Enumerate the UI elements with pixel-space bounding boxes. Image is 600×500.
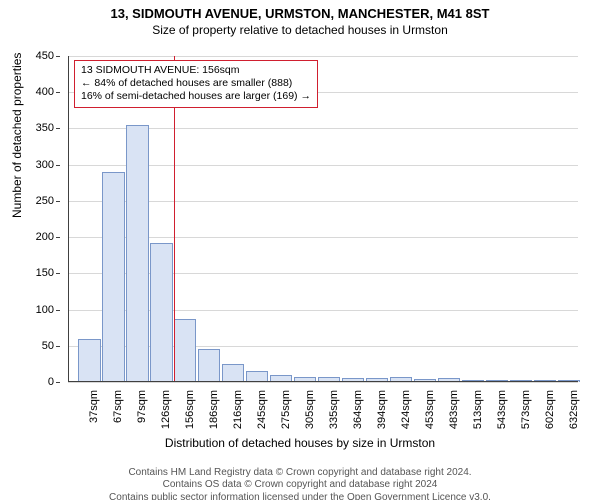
y-tick-label: 300 <box>36 159 60 171</box>
y-ticks: 050100150200250300350400450 <box>0 56 64 382</box>
y-tick-label: 250 <box>36 195 60 207</box>
x-tick-label: 186sqm <box>208 390 220 429</box>
title-main: 13, SIDMOUTH AVENUE, URMSTON, MANCHESTER… <box>0 6 600 21</box>
x-tick-label: 245sqm <box>256 390 268 429</box>
y-tick-label: 100 <box>36 304 60 316</box>
bar <box>126 125 148 382</box>
x-axis-label: Distribution of detached houses by size … <box>0 436 600 450</box>
footer-line: Contains HM Land Registry data © Crown c… <box>0 467 600 480</box>
x-tick-label: 394sqm <box>376 390 388 429</box>
plot-area: 13 SIDMOUTH AVENUE: 156sqm← 84% of detac… <box>68 56 578 382</box>
y-tick-label: 0 <box>48 376 60 388</box>
x-tick-label: 67sqm <box>112 390 124 423</box>
chart-area: Number of detached properties 0501001502… <box>0 48 600 446</box>
x-tick-label: 97sqm <box>136 390 148 423</box>
annotation-line: 13 SIDMOUTH AVENUE: 156sqm <box>81 64 311 77</box>
bar <box>78 339 100 382</box>
bar <box>102 172 124 382</box>
y-tick-label: 200 <box>36 231 60 243</box>
bar <box>198 349 220 382</box>
x-tick-label: 513sqm <box>472 390 484 429</box>
x-tick-label: 335sqm <box>328 390 340 429</box>
y-tick-label: 400 <box>36 86 60 98</box>
x-tick-label: 602sqm <box>544 390 556 429</box>
annotation-line: ← 84% of detached houses are smaller (88… <box>81 77 311 90</box>
figure-root: 13, SIDMOUTH AVENUE, URMSTON, MANCHESTER… <box>0 6 600 500</box>
x-tick-label: 632sqm <box>568 390 580 429</box>
y-tick-label: 450 <box>36 50 60 62</box>
bar <box>150 243 172 382</box>
footer-attribution: Contains HM Land Registry data © Crown c… <box>0 467 600 500</box>
footer-line: Contains public sector information licen… <box>0 492 600 500</box>
title-sub: Size of property relative to detached ho… <box>0 23 600 37</box>
x-tick-label: 126sqm <box>160 390 172 429</box>
x-tick-label: 543sqm <box>496 390 508 429</box>
y-axis-line <box>68 56 69 382</box>
y-tick-label: 150 <box>36 267 60 279</box>
x-axis-line <box>68 381 578 382</box>
x-tick-label: 156sqm <box>184 390 196 429</box>
annotation-line: 16% of semi-detached houses are larger (… <box>81 90 311 103</box>
x-tick-label: 453sqm <box>424 390 436 429</box>
bar <box>174 319 196 382</box>
annotation-box: 13 SIDMOUTH AVENUE: 156sqm← 84% of detac… <box>74 60 318 108</box>
y-tick-label: 50 <box>42 340 60 352</box>
x-tick-label: 364sqm <box>352 390 364 429</box>
y-tick-label: 350 <box>36 122 60 134</box>
grid-line <box>68 382 578 383</box>
x-tick-label: 37sqm <box>88 390 100 423</box>
x-tick-label: 483sqm <box>448 390 460 429</box>
x-tick-label: 305sqm <box>304 390 316 429</box>
x-tick-label: 573sqm <box>520 390 532 429</box>
x-tick-label: 275sqm <box>280 390 292 429</box>
footer-line: Contains OS data © Crown copyright and d… <box>0 479 600 492</box>
bar <box>222 364 244 382</box>
x-tick-label: 216sqm <box>232 390 244 429</box>
x-tick-label: 424sqm <box>400 390 412 429</box>
